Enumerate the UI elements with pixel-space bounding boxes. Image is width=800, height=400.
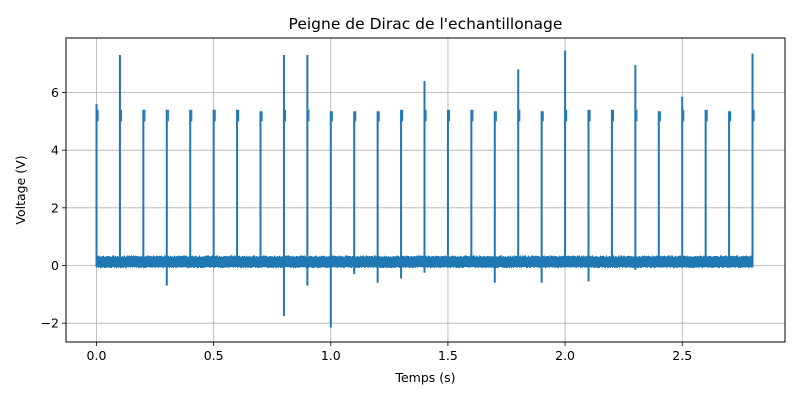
x-tick-label: 1.0 xyxy=(321,348,341,363)
x-tick-label: 1.5 xyxy=(438,348,458,363)
y-tick-label: 4 xyxy=(51,143,59,158)
x-axis-label: Temps (s) xyxy=(394,370,455,385)
y-tick-label: 2 xyxy=(51,200,59,215)
axes-frame xyxy=(65,37,786,343)
y-tick-label: 0 xyxy=(51,258,59,273)
y-tick-label: 6 xyxy=(51,85,59,100)
y-axis-label: Voltage (V) xyxy=(13,155,28,224)
y-tick-label: −2 xyxy=(41,316,59,331)
pulse-series xyxy=(95,50,755,328)
x-tick-label: 0.0 xyxy=(87,348,107,363)
x-tick-label: 0.5 xyxy=(204,348,224,363)
ticks: 0.0 0.5 1.0 1.5 2.0 2.5 −2 0 2 4 6 xyxy=(41,85,693,363)
x-tick-label: 2.5 xyxy=(672,348,692,363)
x-tick-label: 2.0 xyxy=(555,348,575,363)
chart-title: Peigne de Dirac de l'echantillonage xyxy=(289,15,563,33)
